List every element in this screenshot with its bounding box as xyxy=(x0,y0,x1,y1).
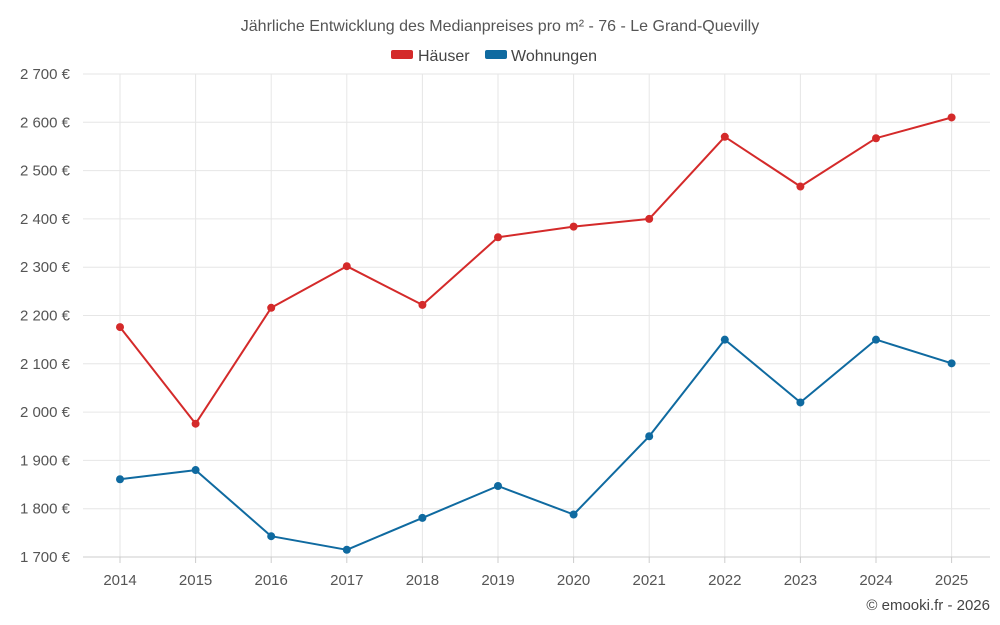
data-point-wohnungen[interactable] xyxy=(645,432,654,441)
data-point-wohnungen[interactable] xyxy=(720,335,729,344)
series-line-hauser xyxy=(119,116,952,425)
data-point-hauser[interactable] xyxy=(116,323,124,332)
y-tick-label: 2 100 € xyxy=(20,356,71,373)
y-tick-label: 2 300 € xyxy=(20,259,71,276)
data-point-wohnungen[interactable] xyxy=(267,532,276,541)
y-tick-label: 1 700 € xyxy=(20,549,71,566)
y-axis: 1 700 € 1 800 € 1 900 € 2 000 € 2 100 € 2 200… xyxy=(20,66,71,566)
y-tick-label: 1 900 € xyxy=(20,452,71,469)
x-tick-label: 2022 xyxy=(708,572,741,589)
data-point-wohnungen[interactable] xyxy=(796,398,805,407)
x-tick-label: 2018 xyxy=(406,572,439,589)
data-point-hauser[interactable] xyxy=(494,233,502,242)
x-tick-label: 2019 xyxy=(481,572,514,589)
y-tick-label: 2 700 € xyxy=(20,66,71,83)
data-point-hauser[interactable] xyxy=(267,303,276,312)
data-point-wohnungen[interactable] xyxy=(116,475,124,484)
legend-label-hauser[interactable]: Häuser xyxy=(418,48,470,65)
legend-label-wohnungen[interactable]: Wohnungen xyxy=(511,48,597,65)
x-tick-label: 2016 xyxy=(255,572,288,589)
grid xyxy=(83,73,990,558)
x-tick-label: 2025 xyxy=(935,572,968,589)
legend-swatch-hauser xyxy=(391,50,413,59)
x-tick-label: 2014 xyxy=(103,572,136,589)
data-point-wohnungen[interactable] xyxy=(947,359,956,368)
data-point-wohnungen[interactable] xyxy=(569,510,578,519)
data-point-hauser[interactable] xyxy=(342,262,351,271)
x-tick-label: 2024 xyxy=(859,572,892,589)
chart-title: Jährliche Entwicklung des Medianpreises … xyxy=(241,18,759,35)
x-tick-label: 2015 xyxy=(179,572,212,589)
data-point-hauser[interactable] xyxy=(191,419,200,428)
y-tick-label: 2 500 € xyxy=(20,163,71,180)
x-axis: 2014 2015 2016 2017 2018 2019 2020 2021 2022 2023… xyxy=(83,556,990,589)
series xyxy=(116,113,956,554)
data-point-wohnungen[interactable] xyxy=(342,545,351,554)
data-point-hauser[interactable] xyxy=(947,113,956,122)
y-tick-label: 2 200 € xyxy=(20,308,71,325)
data-point-wohnungen[interactable] xyxy=(872,335,880,344)
series-line-wohnungen xyxy=(119,338,952,551)
series-hauser xyxy=(116,113,956,428)
y-tick-label: 2 000 € xyxy=(20,404,71,421)
data-point-hauser[interactable] xyxy=(796,182,805,191)
x-tick-label: 2020 xyxy=(557,572,590,589)
legend-swatch-wohnungen xyxy=(485,50,507,59)
data-point-wohnungen[interactable] xyxy=(191,466,200,475)
data-point-wohnungen[interactable] xyxy=(494,481,502,490)
x-tick-label: 2021 xyxy=(633,572,666,589)
y-tick-label: 2 600 € xyxy=(20,114,71,131)
data-point-hauser[interactable] xyxy=(569,222,578,231)
data-point-hauser[interactable] xyxy=(418,300,427,309)
y-tick-label: 2 400 € xyxy=(20,211,71,228)
y-tick-label: 1 800 € xyxy=(20,501,71,518)
x-tick-label: 2017 xyxy=(330,572,363,589)
data-point-hauser[interactable] xyxy=(720,132,729,141)
data-point-hauser[interactable] xyxy=(645,214,654,223)
data-point-wohnungen[interactable] xyxy=(418,513,427,522)
credit-text: © emooki.fr - 2026 xyxy=(866,597,990,614)
series-wohnungen xyxy=(116,335,956,554)
data-point-hauser[interactable] xyxy=(872,134,880,143)
legend: Häuser Wohnungen xyxy=(391,48,597,65)
x-tick-label: 2023 xyxy=(784,572,817,589)
